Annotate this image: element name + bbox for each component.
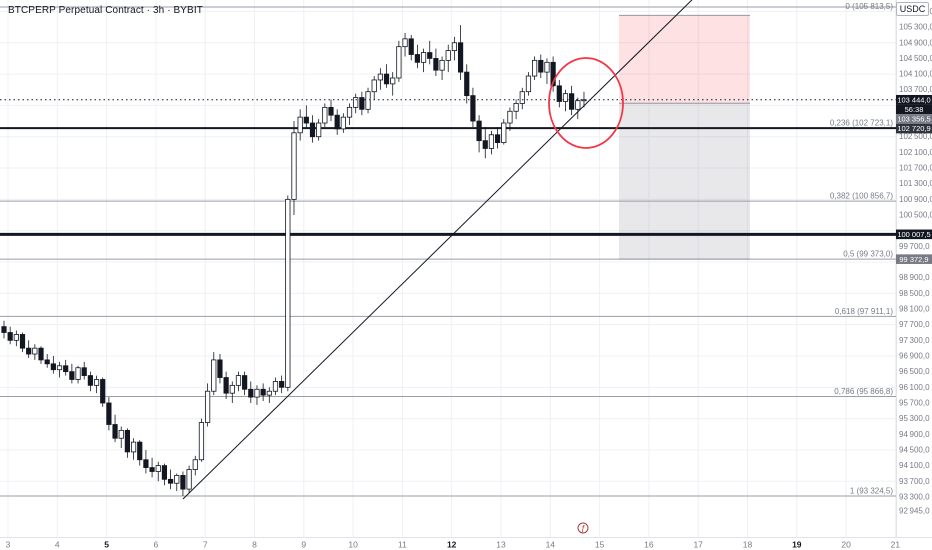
price-tick-label: 104 500,0	[899, 54, 932, 63]
fib-level-label: 0 (105 813,5)	[845, 2, 893, 11]
price-tick-label: 98 100,0	[899, 305, 930, 314]
highlight-ellipse[interactable]	[548, 57, 624, 149]
time-tick-label: 17	[693, 540, 703, 550]
hline-price-badge	[896, 229, 932, 240]
fib-level-label: 0,5 (99 373,0)	[843, 250, 893, 259]
currency-button[interactable]: USDC	[896, 2, 929, 16]
hline-price-badge-text: 102 720,9	[897, 124, 930, 133]
price-tick-label: 98 500,0	[899, 289, 930, 298]
last-price-badge-text: 103 444,0	[897, 95, 930, 104]
time-tick-label: 10	[348, 540, 358, 550]
price-tick-label: 95 300,0	[899, 414, 930, 423]
time-tick-label: 11	[398, 540, 407, 550]
price-tick-label: 96 100,0	[899, 383, 930, 392]
time-tick-label: 5	[104, 540, 109, 550]
fib-level-label: 0,382 (100 856,7)	[830, 192, 893, 201]
bar-countdown-badge-text: 56:38	[905, 105, 924, 114]
price-tick-label: 93 700,0	[899, 477, 930, 486]
price-tick-label: 95 700,0	[899, 398, 930, 407]
time-tick-label: 13	[496, 540, 506, 550]
time-tick-label: 16	[644, 540, 654, 550]
funding-marker-icon[interactable]	[577, 522, 589, 534]
price-tick-label: 99 700,0	[899, 242, 930, 251]
time-tick-label: 21	[891, 540, 901, 550]
trendline[interactable]	[182, 0, 700, 500]
price-axis[interactable]	[896, 0, 932, 537]
last-price-badge	[896, 94, 932, 105]
price-tick-label: 100 900,0	[899, 195, 932, 204]
time-tick-label: 12	[447, 540, 457, 550]
funding-marker-glyph: ƒ	[581, 524, 586, 533]
fib-level-label: 1 (93 324,5)	[850, 486, 893, 495]
price-tick-label: 102 100,0	[899, 148, 932, 157]
price-level-badge-text: 99 372,9	[899, 255, 928, 264]
fib-level-label: 0,618 (97 911,1)	[835, 307, 893, 316]
price-tick-label: 92 945,0	[899, 506, 930, 515]
time-tick-label: 9	[301, 540, 306, 550]
price-tick-label: 94 100,0	[899, 461, 930, 470]
price-tick-label: 96 900,0	[899, 351, 930, 360]
symbol-title[interactable]: BTCPERP Perpetual Contract · 3h · BYBIT	[8, 4, 203, 16]
price-tick-label: 100 500,0	[899, 211, 932, 220]
time-tick-label: 14	[546, 540, 556, 550]
bar-countdown-badge	[896, 104, 932, 115]
time-tick-label: 6	[154, 540, 159, 550]
chart-header: BTCPERP Perpetual Contract · 3h · BYBIT	[0, 0, 892, 20]
hline-price-badge-text: 100 007,5	[897, 230, 930, 239]
hline-price-badge	[896, 123, 932, 134]
price-tick-label: 97 700,0	[899, 320, 930, 329]
price-tick-label: 93 300,0	[899, 492, 930, 501]
price-tick-label: 94 900,0	[899, 430, 930, 439]
price-tick-label: 104 100,0	[899, 70, 932, 79]
time-tick-label: 18	[743, 540, 753, 550]
price-tick-label: 96 500,0	[899, 367, 930, 376]
price-tick-label: 97 300,0	[899, 336, 930, 345]
price-tick-label: 94 500,0	[899, 445, 930, 454]
fib-level-label: 0,786 (95 866,8)	[834, 387, 893, 396]
price-tick-label: 102 500,0	[899, 132, 932, 141]
price-tick-label: 101 700,0	[899, 164, 932, 173]
time-tick-label: 8	[252, 540, 257, 550]
price-level-badge	[896, 254, 932, 264]
price-tick-label: 105 300,0	[899, 23, 932, 32]
fib-level-label: 0,236 (102 723,1)	[830, 118, 893, 127]
time-tick-label: 19	[792, 540, 802, 550]
price-tick-label: 104 900,0	[899, 38, 932, 47]
candlestick-series	[1, 25, 587, 496]
time-axis[interactable]	[0, 537, 932, 550]
grid	[0, 0, 896, 537]
price-level-badge	[896, 114, 932, 124]
price-tick-label: 103 700,0	[899, 85, 932, 94]
time-tick-label: 15	[595, 540, 605, 550]
price-level-badge-text: 103 356,5	[897, 115, 930, 124]
time-tick-label: 7	[203, 540, 208, 550]
price-tick-label: 98 900,0	[899, 273, 930, 282]
time-tick-label: 3	[6, 540, 11, 550]
short-position-risk-zone[interactable]	[619, 15, 750, 104]
time-tick-label: 20	[841, 540, 851, 550]
time-tick-label: 4	[55, 540, 60, 550]
price-tick-label: 101 300,0	[899, 179, 932, 188]
